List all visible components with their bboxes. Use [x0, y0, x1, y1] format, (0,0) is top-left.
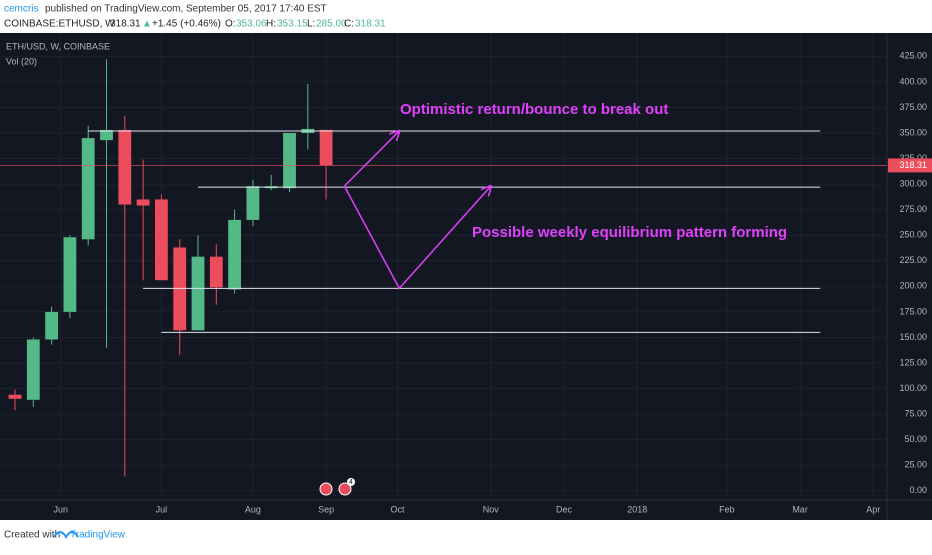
quote-close-label: C: [344, 19, 354, 30]
last-price-box [888, 158, 932, 173]
author[interactable]: cemcris [4, 4, 38, 15]
candle-body [136, 199, 150, 206]
legend: ETH/USD, W, COINBASE [6, 41, 110, 51]
x-tick-label: Oct [390, 504, 405, 514]
marks [0, 59, 887, 477]
quote-open-label: O: [225, 19, 236, 30]
quote-symbol: COINBASE:ETHUSD, W [4, 19, 115, 30]
quote-open: 353.06 [236, 19, 267, 30]
candle-body [246, 186, 260, 220]
footer-bg [0, 520, 932, 550]
event-badge: 4 [349, 479, 353, 486]
candle-body [283, 133, 296, 189]
y-tick-label: 325.00 [899, 153, 927, 163]
quote-line: COINBASE:ETHUSD, W 318.31 ▲ +1.45 (+0.46… [4, 19, 386, 30]
annotation: Optimistic return/bounce to break out [400, 101, 668, 118]
y-tick-label: 200.00 [899, 281, 927, 291]
y-tick-label: 425.00 [899, 51, 927, 61]
x-tick-label: Feb [719, 504, 735, 514]
published: published on TradingView.com, September … [45, 4, 327, 15]
y-tick-label: 175.00 [899, 306, 927, 316]
y-tick-label: 75.00 [904, 408, 927, 418]
candle-body [63, 237, 77, 312]
candle-body [100, 129, 113, 141]
footer-created: Created with [4, 530, 60, 541]
y-tick-label: 225.00 [899, 255, 927, 265]
grid [0, 33, 887, 500]
quote-high-label: H: [266, 19, 276, 30]
arrow [343, 186, 490, 290]
x-tick-label: Dec [556, 504, 573, 514]
candle-body [155, 199, 168, 281]
candle-body [319, 129, 333, 166]
candle-body [191, 256, 205, 331]
annotation: Possible weekly equilibrium pattern form… [472, 224, 787, 241]
y-tick-label: 250.00 [899, 230, 927, 240]
y-tick-label: 350.00 [899, 127, 927, 137]
candle-body [173, 247, 187, 331]
quote-low-label: L: [307, 19, 315, 30]
footer-brand[interactable]: TradingView [70, 530, 126, 541]
x-tick-label: Apr [866, 504, 880, 514]
event-icon[interactable] [338, 482, 352, 496]
last-price-label: 318.31 [899, 160, 927, 170]
y-tick-label: 25.00 [904, 460, 927, 470]
candle-body [8, 394, 22, 399]
candle-body [45, 311, 59, 340]
arrow [343, 131, 399, 187]
y-tick-label: 100.00 [899, 383, 927, 393]
candle-body [209, 256, 223, 288]
x-tick-label: Nov [483, 504, 500, 514]
y-tick-label: 0.00 [909, 485, 927, 495]
quote-close: 318.31 [355, 19, 386, 30]
indicator: Vol (20) [6, 56, 37, 66]
candle-body [118, 129, 132, 205]
quote-last: 318.31 [110, 19, 141, 30]
y-tick-label: 275.00 [899, 204, 927, 214]
quote-high: 353.15 [277, 19, 308, 30]
y-tick-label: 150.00 [899, 332, 927, 342]
quote-change: +1.45 (+0.46%) [152, 19, 221, 30]
candle-body [81, 138, 95, 240]
x-tick-label: Aug [245, 504, 261, 514]
candle-body [228, 219, 242, 290]
y-tick-label: 50.00 [904, 434, 927, 444]
y-tick-label: 375.00 [899, 102, 927, 112]
x-tick-label: Sep [318, 504, 334, 514]
event-icon[interactable] [319, 482, 333, 496]
brand-logo [53, 531, 79, 539]
y-tick-label: 125.00 [899, 357, 927, 367]
x-tick-label: Jul [156, 504, 168, 514]
x-tick-label: Jun [53, 504, 68, 514]
candle-body [26, 339, 40, 400]
quote-low: 285.00 [316, 19, 347, 30]
y-tick-label: 400.00 [899, 76, 927, 86]
x-tick-label: Mar [792, 504, 808, 514]
event-badge-bg [347, 478, 355, 486]
y-tick-label: 300.00 [899, 178, 927, 188]
quote-arrow: ▲ [142, 19, 152, 30]
x-tick-label: 2018 [627, 504, 647, 514]
